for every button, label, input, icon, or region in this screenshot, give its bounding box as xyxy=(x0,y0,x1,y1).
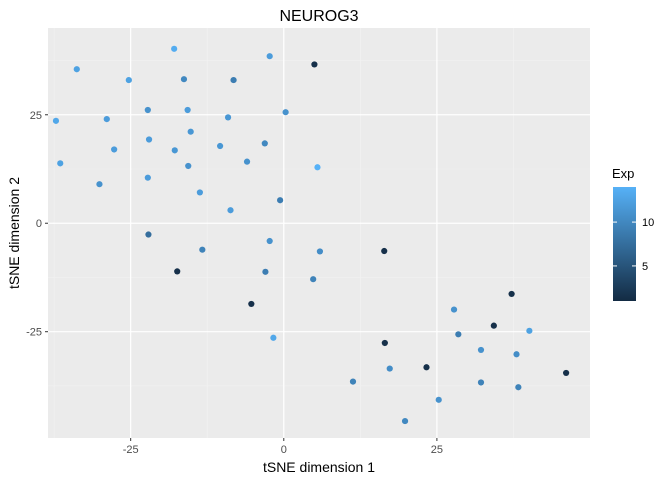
x-axis: -25 0 25 xyxy=(123,438,443,456)
data-point xyxy=(423,364,430,371)
data-point xyxy=(261,140,268,147)
data-point xyxy=(171,45,178,52)
color-legend: Exp 5 10 xyxy=(612,166,654,301)
y-axis: -25 0 25 xyxy=(26,110,48,339)
data-point xyxy=(316,248,324,255)
data-point xyxy=(270,334,277,341)
data-point xyxy=(227,207,234,214)
data-point xyxy=(311,61,318,68)
data-point xyxy=(282,109,289,116)
data-point xyxy=(314,164,321,171)
data-point xyxy=(103,116,110,123)
legend-tick-label: 10 xyxy=(642,217,654,229)
data-points xyxy=(52,45,570,425)
data-point xyxy=(563,369,570,377)
data-point xyxy=(171,147,178,154)
data-point xyxy=(490,322,497,329)
y-axis-title: tSNE dimension 2 xyxy=(6,177,22,289)
data-point xyxy=(435,396,442,403)
plot-panel xyxy=(48,28,590,438)
legend-tick-label: 5 xyxy=(642,261,648,273)
data-point xyxy=(381,247,388,255)
data-point xyxy=(57,160,64,167)
panel-background xyxy=(48,28,590,438)
data-point xyxy=(248,300,255,308)
data-point xyxy=(243,158,251,165)
data-point xyxy=(386,365,393,372)
data-point xyxy=(52,117,60,124)
x-tick-label: 0 xyxy=(281,444,287,456)
data-point xyxy=(174,268,181,275)
legend-colorbar xyxy=(613,187,636,301)
data-point xyxy=(199,246,206,253)
y-tick-label: 0 xyxy=(36,218,42,230)
data-point xyxy=(349,378,357,385)
data-point xyxy=(111,146,118,153)
data-point xyxy=(515,384,522,391)
data-point xyxy=(526,327,533,334)
data-point xyxy=(184,106,191,114)
data-point xyxy=(187,128,194,135)
data-point xyxy=(381,339,388,347)
data-point xyxy=(310,276,317,283)
data-point xyxy=(216,142,224,150)
data-point xyxy=(262,268,269,275)
data-point xyxy=(401,417,409,425)
chart-title: NEUROG3 xyxy=(279,8,358,25)
data-point xyxy=(96,181,103,188)
data-point xyxy=(266,53,273,60)
y-tick-label: 25 xyxy=(30,110,42,122)
data-point xyxy=(508,290,515,298)
data-point xyxy=(230,76,237,84)
data-point xyxy=(277,197,284,204)
major-gridlines xyxy=(48,28,590,438)
legend-title: Exp xyxy=(612,166,634,181)
data-point xyxy=(513,351,520,358)
x-tick-label: -25 xyxy=(123,444,139,456)
legend-ticks: 5 10 xyxy=(613,217,654,273)
data-point xyxy=(125,76,132,84)
data-point xyxy=(266,237,273,245)
data-point xyxy=(145,231,152,238)
data-point xyxy=(145,136,153,143)
data-point xyxy=(144,106,151,114)
data-point xyxy=(477,379,485,386)
data-point xyxy=(224,114,232,121)
data-point xyxy=(196,189,203,196)
data-point xyxy=(450,306,458,313)
data-point xyxy=(73,66,80,73)
data-point xyxy=(180,76,188,83)
data-point xyxy=(144,174,151,181)
y-tick-label: -25 xyxy=(26,327,42,339)
x-tick-label: 25 xyxy=(431,444,443,456)
data-point xyxy=(477,346,485,354)
x-axis-title: tSNE dimension 1 xyxy=(263,459,375,475)
data-point xyxy=(455,331,462,338)
data-point xyxy=(185,162,192,170)
